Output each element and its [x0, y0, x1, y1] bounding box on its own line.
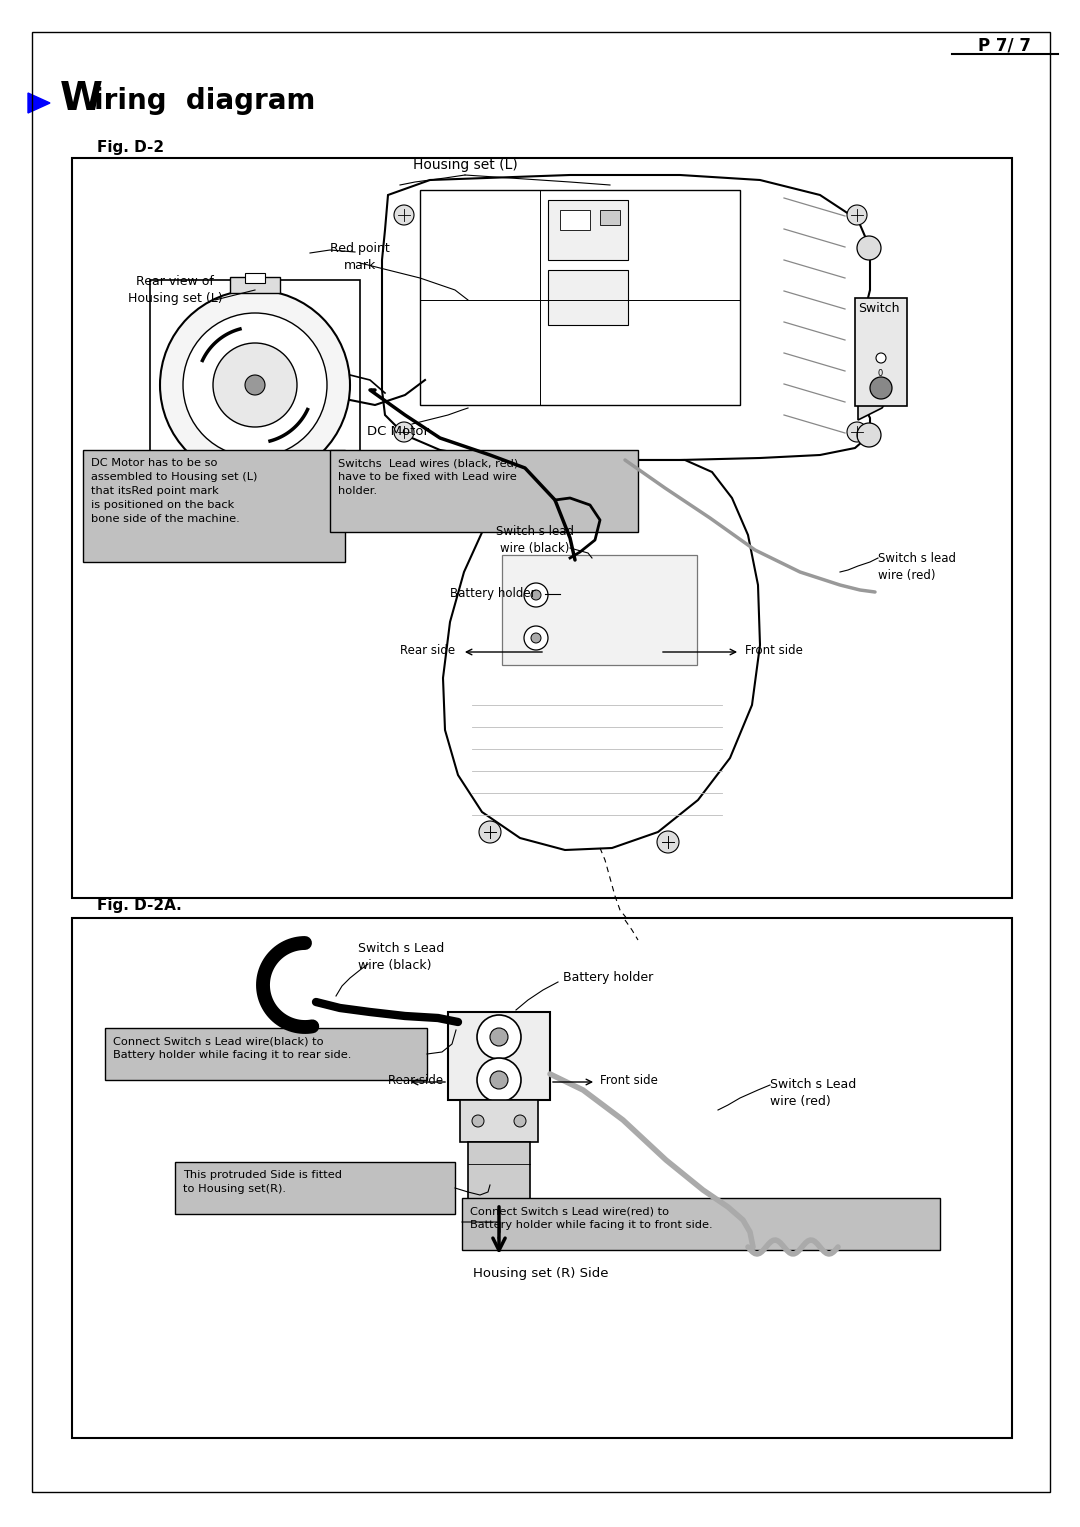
Text: Switch s Lead
wire (black): Switch s Lead wire (black): [357, 942, 444, 973]
FancyBboxPatch shape: [462, 1199, 940, 1251]
FancyBboxPatch shape: [448, 1012, 550, 1099]
Text: Housing set (R) Side: Housing set (R) Side: [473, 1267, 608, 1280]
FancyBboxPatch shape: [72, 918, 1012, 1438]
FancyBboxPatch shape: [855, 298, 907, 406]
Text: Switch: Switch: [858, 302, 900, 315]
Circle shape: [847, 205, 867, 224]
FancyBboxPatch shape: [502, 554, 697, 664]
Text: DC Motor: DC Motor: [367, 425, 429, 438]
Text: Fig. D-2: Fig. D-2: [97, 140, 164, 156]
Text: Front side: Front side: [745, 643, 802, 657]
Text: Connect Switch s Lead wire(red) to
Battery holder while facing it to front side.: Connect Switch s Lead wire(red) to Batte…: [470, 1206, 713, 1231]
FancyBboxPatch shape: [230, 276, 280, 293]
Polygon shape: [443, 460, 760, 851]
Circle shape: [657, 831, 679, 854]
FancyBboxPatch shape: [175, 1162, 455, 1214]
Circle shape: [524, 626, 548, 651]
Text: Connect Switch s Lead wire(black) to
Battery holder while facing it to rear side: Connect Switch s Lead wire(black) to Bat…: [113, 1035, 351, 1060]
Text: W: W: [60, 79, 103, 118]
Circle shape: [514, 1115, 526, 1127]
FancyBboxPatch shape: [330, 450, 638, 531]
Text: Switchs  Lead wires (black, red)
have to be fixed with Lead wire
holder.: Switchs Lead wires (black, red) have to …: [338, 458, 518, 496]
FancyBboxPatch shape: [460, 1099, 538, 1142]
Circle shape: [490, 1070, 508, 1089]
Circle shape: [394, 421, 414, 441]
FancyBboxPatch shape: [105, 1028, 427, 1080]
Circle shape: [531, 634, 541, 643]
Polygon shape: [28, 93, 50, 113]
Circle shape: [245, 376, 265, 395]
Text: Rear side: Rear side: [400, 643, 455, 657]
FancyBboxPatch shape: [548, 200, 627, 260]
Text: iring  diagram: iring diagram: [94, 87, 315, 115]
Polygon shape: [382, 176, 870, 460]
Circle shape: [876, 353, 886, 363]
Circle shape: [858, 423, 881, 447]
Circle shape: [183, 313, 327, 457]
FancyBboxPatch shape: [230, 476, 280, 493]
Circle shape: [531, 589, 541, 600]
FancyBboxPatch shape: [83, 450, 345, 562]
Circle shape: [870, 377, 892, 399]
Text: DC Motor has to be so
assembled to Housing set (L)
that itsRed point mark
is pos: DC Motor has to be so assembled to Housi…: [91, 458, 257, 524]
Polygon shape: [858, 310, 897, 420]
Circle shape: [480, 822, 501, 843]
FancyBboxPatch shape: [72, 157, 1012, 898]
Text: Battery holder: Battery holder: [563, 971, 653, 985]
Text: Switch s lead
wire (red): Switch s lead wire (red): [878, 551, 956, 582]
Circle shape: [477, 1015, 521, 1060]
FancyBboxPatch shape: [420, 189, 740, 405]
Text: 0: 0: [877, 368, 882, 377]
Text: Switch s Lead
wire (red): Switch s Lead wire (red): [770, 1078, 856, 1109]
Circle shape: [472, 1115, 484, 1127]
FancyBboxPatch shape: [600, 211, 620, 224]
Circle shape: [524, 583, 548, 608]
Text: Rear view of
Housing set (L): Rear view of Housing set (L): [127, 275, 222, 305]
Circle shape: [847, 421, 867, 441]
Text: Battery holder: Battery holder: [450, 588, 536, 600]
Text: Rear side: Rear side: [388, 1075, 443, 1087]
Text: Red point
mark: Red point mark: [330, 241, 390, 272]
FancyBboxPatch shape: [468, 1142, 530, 1203]
Circle shape: [490, 1028, 508, 1046]
Circle shape: [213, 344, 297, 428]
Circle shape: [394, 205, 414, 224]
Circle shape: [858, 237, 881, 260]
Text: Fig. D-2A.: Fig. D-2A.: [97, 898, 181, 913]
Text: Housing set (L): Housing set (L): [413, 157, 517, 173]
FancyBboxPatch shape: [561, 211, 590, 231]
Circle shape: [477, 1058, 521, 1102]
FancyBboxPatch shape: [245, 273, 265, 282]
Text: This protruded Side is fitted
to Housing set(R).: This protruded Side is fitted to Housing…: [183, 1170, 342, 1194]
Circle shape: [160, 290, 350, 479]
Text: Front side: Front side: [600, 1073, 658, 1087]
Text: Switch s lead
wire (black): Switch s lead wire (black): [496, 525, 573, 554]
Text: P 7/ 7: P 7/ 7: [978, 37, 1031, 53]
FancyBboxPatch shape: [548, 270, 627, 325]
